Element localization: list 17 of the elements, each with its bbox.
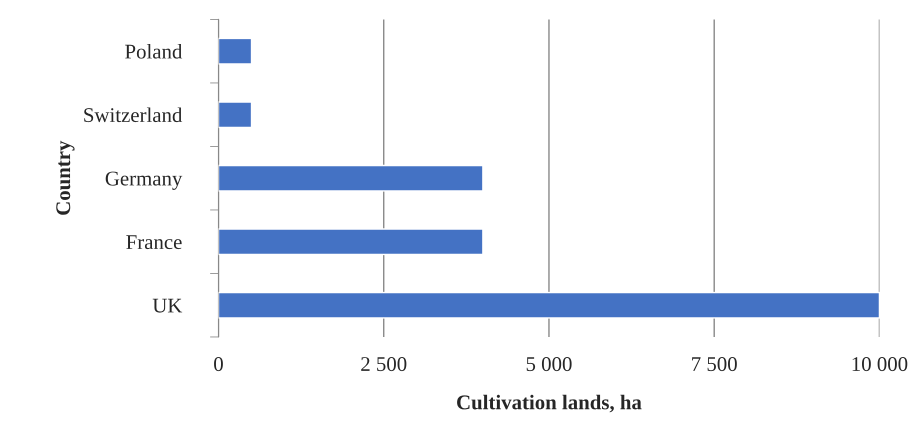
y-axis-title: Country bbox=[56, 140, 75, 215]
x-tick-label: 2 500 bbox=[361, 357, 406, 372]
bar bbox=[218, 38, 252, 65]
bar bbox=[218, 164, 484, 192]
y-tick-label: Germany bbox=[106, 172, 182, 190]
y-tick-label: France bbox=[126, 235, 182, 250]
bar bbox=[218, 228, 484, 256]
x-tick-label: 7 500 bbox=[692, 357, 737, 372]
bar bbox=[218, 292, 880, 319]
bar bbox=[218, 101, 252, 128]
y-tick-label: Switzerland bbox=[84, 107, 182, 122]
x-tick-label: 0 bbox=[214, 357, 223, 372]
x-axis-title: Cultivation lands, ha bbox=[457, 394, 642, 412]
y-tick-label: Poland bbox=[125, 44, 182, 59]
x-tick-label: 10 000 bbox=[852, 357, 908, 372]
y-tick-label: UK bbox=[152, 298, 182, 313]
x-tick-label: 5 000 bbox=[526, 357, 572, 372]
